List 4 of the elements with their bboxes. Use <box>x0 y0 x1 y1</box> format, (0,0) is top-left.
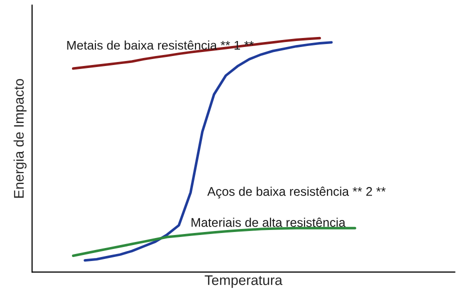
y-axis-title: Energia de Impacto <box>14 78 27 198</box>
series-label: Materiais de alta resistência <box>192 218 346 227</box>
x-axis-title: Temperatura <box>204 275 282 288</box>
series-label: Aços de baixa resistência ** 2 ** <box>207 186 386 198</box>
